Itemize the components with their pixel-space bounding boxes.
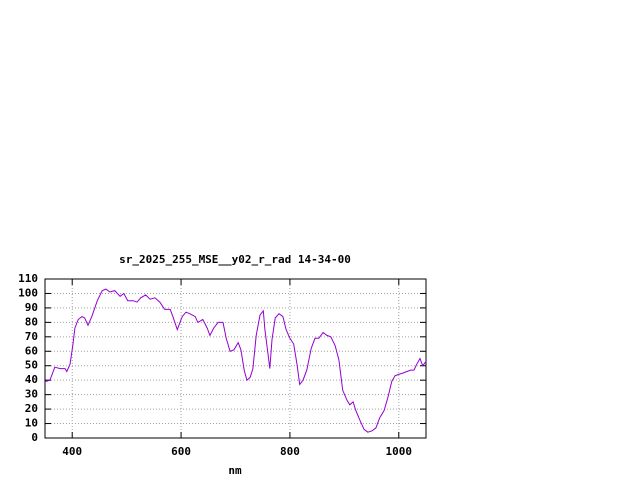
y-tick-label: 50: [25, 359, 38, 372]
chart-title: sr_2025_255_MSE__y02_r_rad 14-34-00: [119, 253, 351, 266]
x-tick-label: 800: [280, 445, 300, 458]
y-tick-label: 30: [25, 388, 38, 401]
y-tick-label: 60: [25, 344, 38, 357]
y-tick-label: 100: [18, 286, 38, 299]
y-tick-label: 40: [25, 373, 38, 386]
y-tick-label: 70: [25, 330, 38, 343]
y-tick-label: 90: [25, 301, 38, 314]
plot-frame: [44, 278, 427, 439]
y-tick-label: 20: [25, 402, 38, 415]
x-tick-label: 400: [62, 445, 82, 458]
data-line: [44, 288, 427, 433]
y-tick-label: 110: [18, 272, 38, 285]
y-tick-label: 80: [25, 315, 38, 328]
x-axis-label: nm: [228, 464, 242, 477]
x-tick-label: 600: [171, 445, 191, 458]
x-tick-label: 1000: [386, 445, 413, 458]
y-tick-label: 0: [31, 431, 38, 444]
y-tick-label: 10: [25, 417, 38, 430]
